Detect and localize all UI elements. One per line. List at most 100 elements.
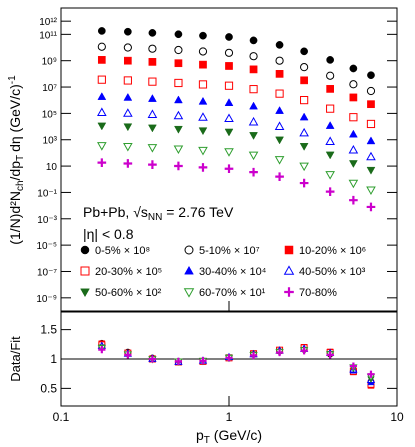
- data-point: [148, 44, 157, 53]
- legend-marker: [183, 288, 195, 298]
- data-point: [275, 89, 284, 98]
- data-point: [325, 136, 335, 145]
- data-point: [97, 107, 107, 116]
- data-point: [123, 43, 132, 52]
- data-point: [123, 76, 132, 85]
- data-point: [174, 59, 183, 68]
- data-point: [198, 47, 208, 56]
- data-point: [348, 129, 358, 138]
- data-point: [198, 80, 208, 89]
- data-point: [367, 100, 375, 109]
- data-point: [97, 75, 106, 84]
- legend-label: 30-40% × 10⁴: [199, 266, 267, 278]
- data-point: [174, 161, 183, 171]
- data-point: [98, 346, 106, 354]
- legend-label: 0-5% × 10⁸: [95, 245, 150, 257]
- data-point: [124, 351, 132, 359]
- data-point: [224, 164, 234, 174]
- y-tick-label: 10⁻⁷: [37, 267, 57, 278]
- data-point: [199, 60, 207, 69]
- data-point: [325, 151, 335, 160]
- data-point: [366, 151, 376, 161]
- data-point: [123, 108, 133, 117]
- x-tick-label: 1: [226, 410, 233, 424]
- data-point: [299, 178, 309, 188]
- data-point: [224, 48, 234, 57]
- data-point: [275, 136, 284, 145]
- data-point: [224, 148, 234, 157]
- data-point: [366, 136, 376, 145]
- data-point: [225, 354, 233, 362]
- y-tick-label: 10¹¹: [39, 30, 57, 41]
- data-point: [173, 110, 184, 120]
- data-point: [274, 156, 285, 165]
- data-point: [326, 56, 334, 64]
- data-point: [124, 56, 132, 65]
- data-point: [148, 77, 157, 86]
- data-point: [148, 160, 157, 169]
- data-point: [124, 27, 132, 36]
- data-point: [148, 355, 157, 363]
- data-point: [249, 351, 258, 360]
- data-point: [249, 36, 258, 45]
- legend-marker: [184, 245, 194, 255]
- annotation-system: Pb+Pb, √sNN = 2.76 TeV: [83, 204, 234, 223]
- data-point: [299, 112, 309, 121]
- data-point: [199, 357, 207, 365]
- data-point: [147, 144, 158, 153]
- data-point: [174, 78, 183, 88]
- legend-marker: [284, 287, 294, 297]
- x-label-part: (GeV/c): [210, 427, 262, 443]
- data-point: [275, 41, 284, 49]
- data-point: [299, 143, 309, 151]
- data-point: [249, 167, 258, 177]
- data-point: [367, 71, 375, 80]
- data-point: [224, 81, 234, 90]
- annotation-part: NN: [148, 212, 162, 223]
- data-point: [300, 347, 308, 355]
- data-point: [275, 56, 284, 65]
- y-tick-label: 10⁻³: [37, 215, 57, 226]
- data-point: [123, 123, 133, 132]
- data-point: [275, 172, 284, 181]
- annotation-part: Pb+Pb, √s: [83, 204, 148, 220]
- data-point: [349, 195, 358, 205]
- y-tick-label: 10⁻¹: [37, 188, 57, 199]
- data-point: [97, 56, 106, 64]
- data-point: [349, 113, 358, 122]
- ratio-y-label: Data/Fit: [8, 336, 23, 382]
- data-point: [249, 85, 258, 94]
- data-point: [123, 142, 133, 152]
- x-tick-label: 10: [390, 410, 404, 424]
- data-point: [348, 160, 358, 168]
- data-point: [198, 96, 208, 105]
- data-point: [349, 80, 358, 89]
- data-point: [224, 113, 234, 123]
- data-point: [225, 33, 233, 41]
- data-point: [366, 202, 376, 212]
- y-label-part: ch: [15, 180, 26, 191]
- annotation-eta: |η| < 0.8: [83, 226, 134, 242]
- data-point: [173, 145, 184, 154]
- data-point: [97, 27, 106, 35]
- data-point: [198, 127, 208, 136]
- legend-marker: [80, 288, 90, 298]
- data-point: [198, 146, 208, 156]
- legend-label: 40-50% × 10³: [299, 266, 366, 278]
- y-label-part: -1: [7, 75, 18, 84]
- data-point: [174, 125, 183, 134]
- y-tick-label: 10⁵: [42, 109, 57, 120]
- data-point: [148, 124, 157, 133]
- y-tick-label: 1.5: [40, 323, 57, 337]
- data-point: [198, 163, 208, 172]
- legend-label: 70-80%: [299, 287, 337, 299]
- x-label-part: p: [196, 427, 204, 443]
- data-point: [275, 106, 284, 114]
- data-point: [299, 162, 309, 172]
- data-point: [348, 144, 359, 154]
- y-tick-label: 1: [50, 352, 57, 366]
- legend-marker: [184, 265, 194, 275]
- data-point: [326, 85, 334, 93]
- legend-marker: [80, 245, 90, 255]
